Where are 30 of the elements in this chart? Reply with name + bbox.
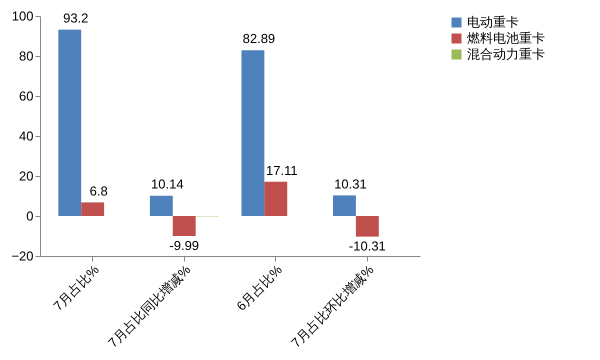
data-label: 93.2 [63, 10, 88, 26]
data-label: 17.11 [266, 162, 298, 178]
legend-label: 混合动力重卡 [467, 46, 545, 62]
bar [264, 182, 288, 216]
data-label: 6.8 [90, 183, 108, 198]
y-tick-label: 80 [19, 48, 34, 64]
bar [81, 202, 104, 216]
y-tick-label: 20 [19, 168, 34, 184]
x-tick-label: 7月占比同比增减% [105, 262, 194, 350]
x-tick-label: 7月占比环比增减% [288, 262, 377, 350]
data-label: 10.14 [151, 176, 184, 192]
bar [356, 216, 379, 237]
x-tick-label: 6月占比% [234, 262, 286, 314]
y-tick-label: 60 [19, 88, 34, 104]
y-tick-label: 0 [26, 208, 34, 224]
bar [58, 30, 82, 216]
bar [333, 195, 356, 216]
data-label: -9.99 [169, 238, 200, 253]
y-tick-label: 40 [19, 128, 34, 144]
y-tick-label: 100 [12, 8, 34, 24]
data-label: -10.31 [348, 238, 386, 254]
bar [150, 196, 173, 216]
bar [241, 50, 264, 216]
data-label: 82.89 [242, 31, 276, 46]
legend-label: 燃料电池重卡 [467, 30, 545, 46]
bar [172, 216, 196, 236]
x-tick-label: 7月占比% [50, 262, 102, 314]
data-label: 10.31 [334, 176, 367, 192]
y-tick-label: −20 [11, 248, 34, 264]
legend-label: 电动重卡 [467, 14, 519, 30]
